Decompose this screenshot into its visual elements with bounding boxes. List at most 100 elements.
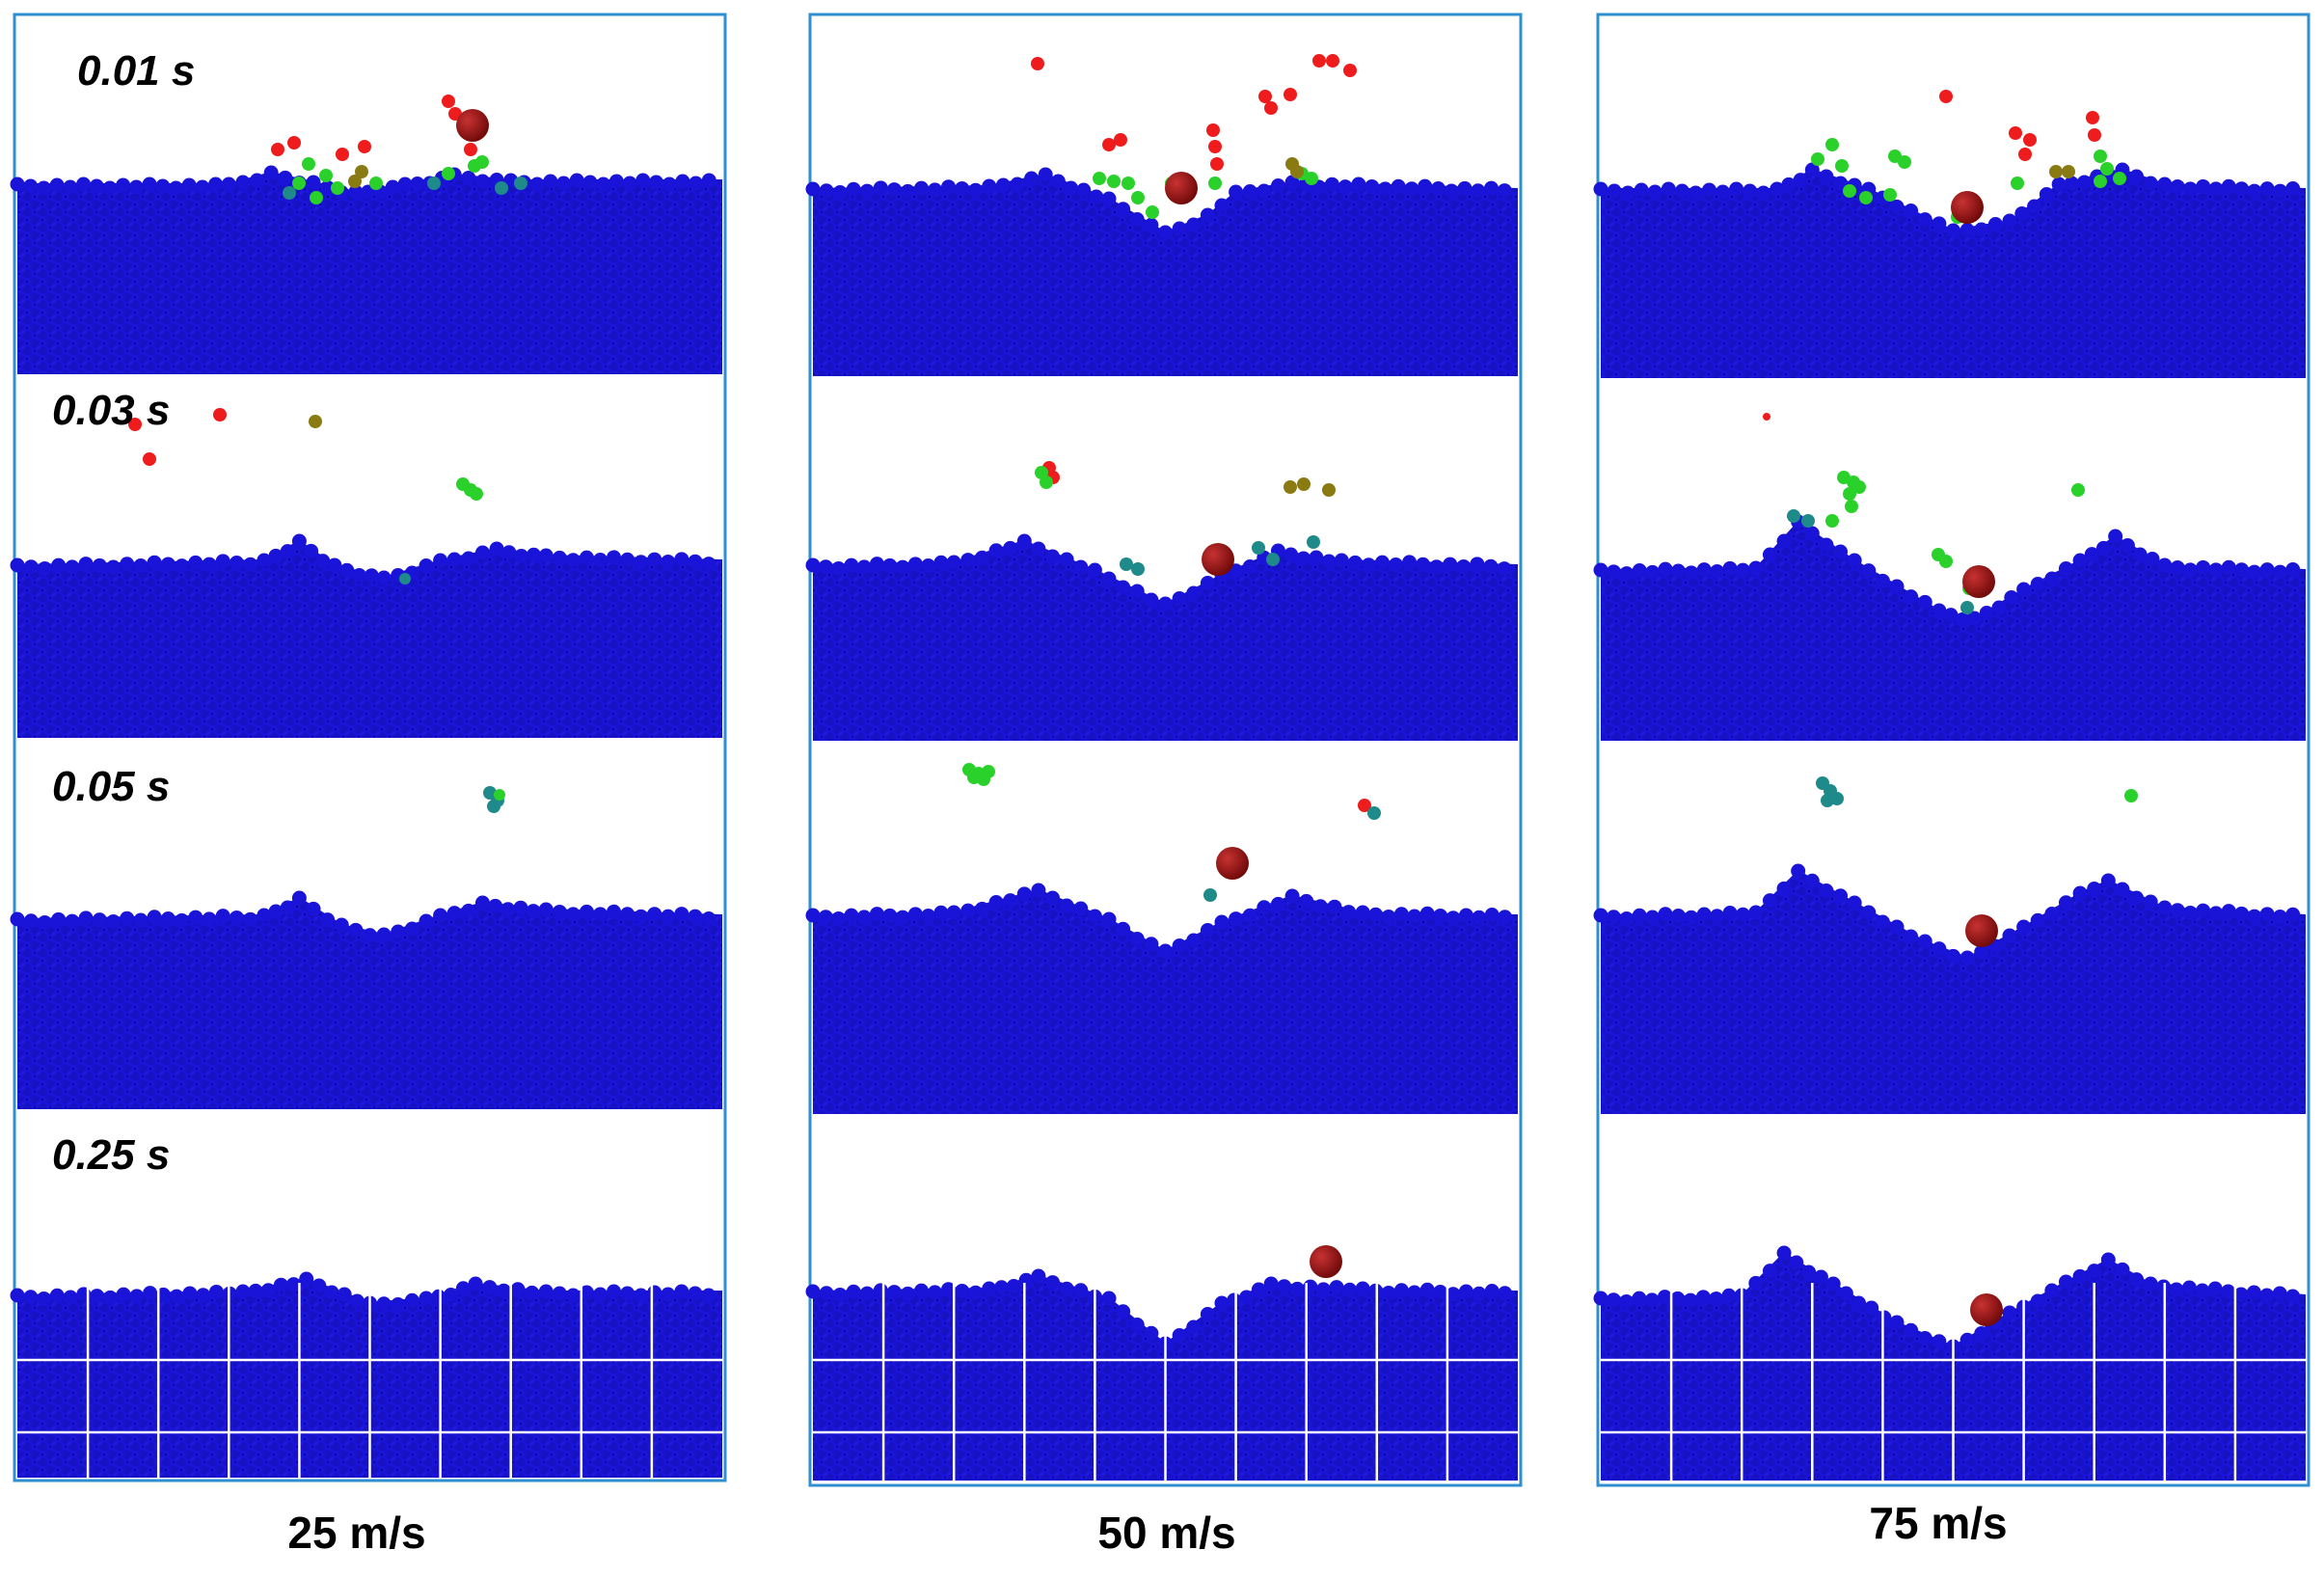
- bed-grain: [202, 557, 217, 572]
- bed-grain: [1484, 1284, 1500, 1298]
- bed-grain: [304, 543, 319, 558]
- ejecta-teal: [1787, 509, 1800, 523]
- bed-grain: [1904, 929, 1919, 944]
- ejecta-green: [1121, 177, 1135, 190]
- bed-grain: [169, 1289, 184, 1304]
- bed-grain: [1158, 225, 1173, 240]
- bed-grain: [1645, 564, 1661, 580]
- bed-grain: [2181, 1280, 2197, 1295]
- bed-grain: [1657, 1290, 1672, 1305]
- bed-grain: [320, 912, 336, 928]
- bed-grain: [1172, 591, 1187, 606]
- bed-grain: [23, 559, 39, 575]
- bed-grain: [1038, 167, 1053, 182]
- bed-grain: [1789, 1255, 1804, 1270]
- bed-grain: [2129, 890, 2145, 906]
- bed-grain: [1229, 911, 1244, 927]
- bed-grain: [1721, 1288, 1737, 1303]
- bed-grain: [620, 907, 635, 922]
- bed-grain: [1683, 1292, 1698, 1308]
- bed-grain: [968, 1285, 984, 1300]
- bed-grain: [1833, 888, 1849, 904]
- bed-grain: [701, 557, 716, 572]
- bed-grain: [1497, 561, 1512, 577]
- ejecta-red: [1358, 799, 1371, 812]
- bed-grain: [607, 904, 622, 919]
- bed-grain: [2030, 912, 2045, 928]
- bed-grain: [2182, 181, 2198, 197]
- bed-grain: [2064, 176, 2079, 191]
- bed-grain: [608, 174, 624, 189]
- bed-grain: [1833, 544, 1849, 559]
- ejecta-olive: [348, 175, 362, 188]
- bed-grain: [1229, 184, 1244, 200]
- bed-grain: [538, 548, 554, 563]
- bed-grain: [928, 182, 943, 198]
- ejecta-olive: [1297, 477, 1311, 491]
- bed-grain: [1619, 1293, 1635, 1309]
- time-label-0-25s: 0.25 s: [52, 1131, 170, 1179]
- bed-grain: [1016, 886, 1032, 902]
- bed-grain: [2247, 909, 2262, 924]
- ejecta-olive: [1284, 480, 1297, 494]
- bed-grain: [635, 173, 651, 188]
- bed-grain: [662, 177, 677, 192]
- ejecta-olive: [1322, 483, 1336, 497]
- bed-grain: [674, 1284, 689, 1299]
- bed-grain: [291, 890, 307, 906]
- bed-grain: [900, 183, 915, 199]
- bed-grain: [1889, 919, 1905, 935]
- ejecta-red: [336, 148, 349, 161]
- bed-grain: [2259, 907, 2275, 922]
- bed-grain: [1309, 550, 1324, 565]
- bed-grain: [51, 557, 67, 573]
- bed-grain: [133, 558, 149, 573]
- bed-grain: [2182, 562, 2198, 578]
- bed-grain: [913, 180, 929, 196]
- bed-grain: [565, 553, 581, 568]
- bed-grain: [65, 913, 80, 929]
- bed-grain: [819, 183, 834, 199]
- bed-grain: [1710, 909, 1725, 924]
- bed-grain: [410, 177, 425, 191]
- bed-c2-r3: [813, 889, 1518, 1114]
- ejecta-red: [1343, 64, 1357, 77]
- bed-grain: [120, 557, 135, 572]
- bed-grain: [1946, 223, 1960, 238]
- ejecta-green: [1843, 487, 1856, 501]
- bed-grain: [320, 179, 336, 195]
- bed-grain: [2272, 910, 2287, 925]
- bed-grain: [913, 1283, 929, 1298]
- ejecta-red: [1264, 101, 1278, 115]
- bed-grain: [1186, 585, 1202, 601]
- bed-grain: [831, 560, 847, 576]
- ejecta-green: [2094, 150, 2107, 163]
- bed-grain: [1498, 910, 1513, 925]
- bed-grain: [1776, 881, 1792, 896]
- bed-grain: [982, 178, 997, 194]
- bed-grain: [1658, 907, 1673, 922]
- bed-grain: [1312, 899, 1328, 914]
- bed-grain: [1284, 175, 1300, 190]
- bed-grain: [1018, 1272, 1034, 1288]
- bed-grain: [805, 181, 821, 197]
- bed-grain: [2285, 907, 2301, 922]
- bed-grain: [291, 533, 307, 549]
- bed-grain: [1483, 558, 1499, 574]
- bed-grain: [565, 907, 581, 922]
- bed-grain: [474, 895, 490, 911]
- bed-grain: [2221, 559, 2236, 575]
- bed-grain: [1729, 181, 1744, 197]
- ejecta-red: [1114, 133, 1127, 147]
- bed-grain: [2208, 562, 2224, 578]
- bed-grain: [1959, 223, 1975, 237]
- bed-grain: [873, 1283, 888, 1298]
- time-label-0-05s: 0.05 s: [52, 763, 170, 810]
- bed-grain: [1634, 182, 1649, 198]
- bed-grain: [579, 550, 594, 565]
- bed-grain: [525, 1285, 540, 1300]
- bed-grain: [1334, 553, 1349, 568]
- bed-grain: [1770, 181, 1785, 197]
- bed-grain: [988, 543, 1004, 558]
- bed-grain: [982, 1281, 997, 1296]
